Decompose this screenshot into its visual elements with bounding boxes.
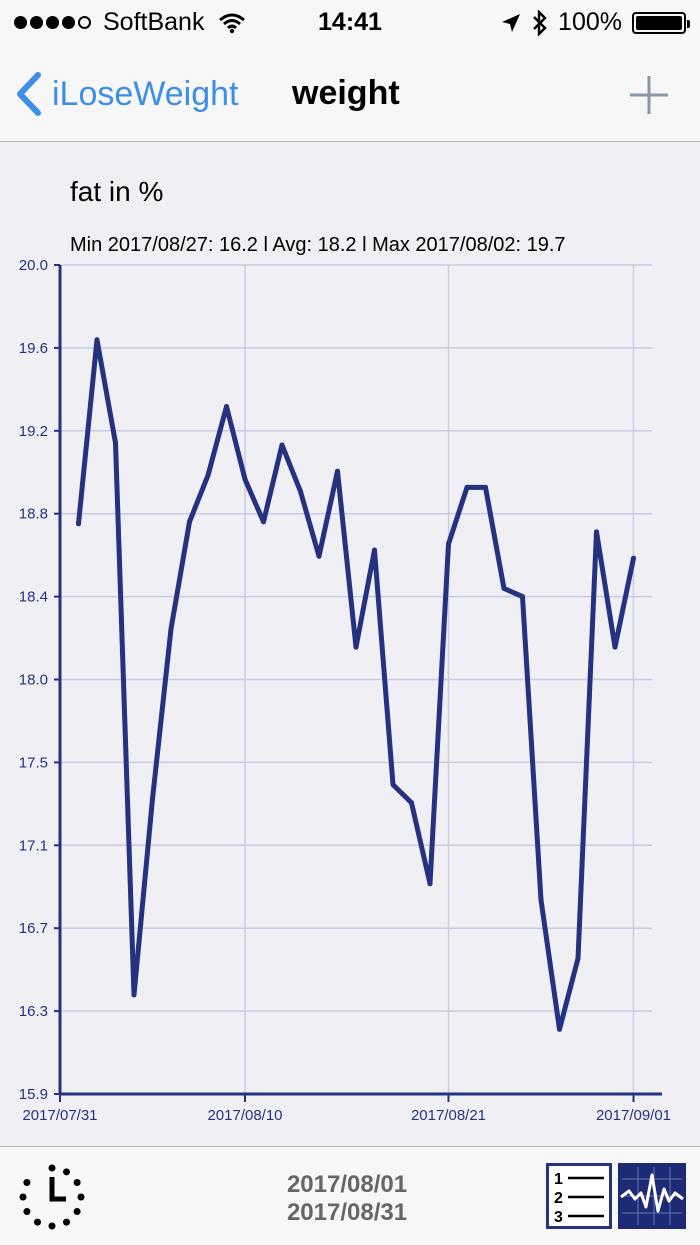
add-button[interactable] [628,74,670,116]
chart-view-button[interactable] [618,1163,686,1229]
back-button[interactable]: iLoseWeight [16,72,239,116]
y-tick-label: 19.2 [19,423,48,440]
chart-tick-labels: 20.0 19.6 19.2 18.8 18.4 18.0 17.5 17.1 16.7 16.3… [19,257,671,1124]
y-tick-label: 18.8 [19,506,48,523]
y-tick-label: 16.3 [19,1003,48,1020]
y-tick-label: 15.9 [19,1086,48,1103]
data-point [483,484,488,490]
data-point [575,956,581,961]
data-point [94,337,100,343]
battery-icon [632,11,690,34]
chart-axes [54,264,662,1102]
back-button-label: iLoseWeight [52,74,239,113]
y-tick-label: 18.4 [19,589,48,606]
data-point [390,782,396,788]
data-point [335,468,340,474]
status-left: SoftBank [14,8,246,37]
bluetooth-icon [533,9,547,36]
data-point [76,521,81,527]
data-point [205,472,211,478]
data-point [279,442,285,448]
data-point [131,992,137,998]
data-point [594,529,599,535]
page-title: weight [292,74,400,112]
data-point [612,644,618,650]
data-point [316,553,322,559]
location-arrow-icon [502,13,521,32]
signal-strength-icon [14,16,91,29]
list-view-button[interactable]: 1 2 3 [546,1163,612,1229]
chart-title: fat in % [70,176,164,207]
svg-text:2: 2 [554,1190,563,1207]
data-point [187,519,192,525]
fat-percentage-chart: 20.0 19.6 19.2 18.8 18.4 18.0 17.5 17.1 16.7 16.3… [19,257,671,1124]
x-tick-label: 2017/09/01 [596,1107,671,1124]
data-point [353,644,359,650]
y-tick-label: 19.6 [19,340,48,357]
fat-series-line [76,337,636,1032]
y-tick-label: 20.0 [19,257,48,274]
chevron-left-icon [17,72,41,116]
data-point [261,519,266,525]
wifi-icon [219,13,246,33]
chart-stats: Min 2017/08/27: 16.2 l Avg: 18.2 l Max 2… [70,234,566,256]
y-tick-label: 17.5 [19,754,48,771]
x-tick-label: 2017/08/21 [411,1107,486,1124]
x-tick-label: 2017/08/10 [207,1107,282,1124]
svg-text:1: 1 [554,1171,563,1188]
clock-history-icon[interactable] [18,1163,86,1231]
data-point [150,796,155,802]
status-bar: SoftBank 14:41 100% [0,0,700,46]
data-point [557,1026,562,1032]
data-point [224,404,229,409]
navigation-bar: iLoseWeight weight [0,46,700,142]
svg-text:3: 3 [554,1209,563,1226]
data-point [113,440,118,446]
data-point [427,881,433,887]
carrier-name: SoftBank [103,8,205,36]
data-point [409,800,414,806]
bottom-toolbar: 2017/08/01 2017/08/31 1 2 3 [0,1146,700,1245]
data-point [168,626,174,632]
chart-points [76,337,636,1032]
date-range: 2017/08/01 2017/08/31 [0,1171,694,1227]
data-point [501,586,507,591]
date-range-end: 2017/08/31 [286,1199,408,1226]
y-tick-label: 18.0 [19,672,48,689]
date-range-start: 2017/08/01 [286,1171,408,1198]
status-right: 100% [500,8,690,37]
data-point [372,547,377,553]
y-tick-label: 16.7 [19,920,48,937]
y-tick-label: 17.1 [19,837,48,854]
chart-grid [59,264,652,1095]
data-point [298,489,303,494]
data-point [538,897,544,903]
data-point [446,541,451,547]
status-time: 14:41 [318,8,382,36]
x-tick-label: 2017/07/31 [22,1107,97,1124]
data-point [242,476,248,482]
battery-percent: 100% [558,8,622,36]
data-point [464,484,470,490]
data-point [520,594,525,600]
data-point [631,555,636,561]
